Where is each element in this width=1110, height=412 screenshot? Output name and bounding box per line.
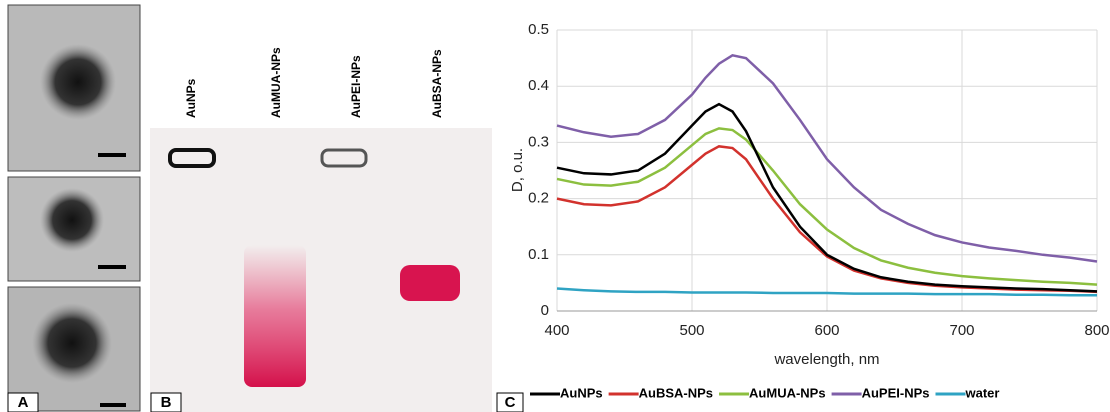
panel-label-box	[150, 392, 182, 412]
x-tick-label: 400	[544, 322, 569, 339]
lane-label: AuBSA-NPs	[430, 49, 444, 118]
y-tick-label: 0.3	[528, 133, 549, 150]
legend-label: water	[965, 385, 1000, 400]
lane-label: AuMUA-NPs	[269, 47, 283, 118]
data-line	[556, 102, 1098, 293]
x-tick-label: 600	[814, 322, 839, 339]
data-line	[556, 53, 1098, 263]
y-tick-label: 0.5	[528, 21, 549, 38]
panel-a: A	[7, 4, 141, 412]
band	[400, 265, 460, 301]
panel-label-box	[7, 392, 39, 412]
y-tick-label: 0	[541, 302, 549, 319]
lane-label: AuPEI-NPs	[349, 55, 363, 118]
panel-c: C wavelength, nm D, o.u. 0 0.1 0.2 0.3 0.4 0.…	[496, 21, 1110, 412]
x-tick-label: 800	[1084, 322, 1109, 339]
panel-label: B	[161, 394, 172, 411]
particle	[40, 188, 104, 252]
well	[320, 148, 368, 168]
legend-label: AuBSA-NPs	[639, 385, 713, 400]
data-line	[556, 127, 1098, 286]
particle	[40, 44, 116, 120]
band	[244, 245, 306, 387]
panel-label: A	[18, 394, 29, 411]
legend-label: AuNPs	[560, 385, 603, 400]
panel-b: AuNPs AuMUA-NPs AuPEI-NPs AuBSA-NPs B	[150, 47, 492, 412]
y-tick-label: 0.2	[528, 190, 549, 207]
x-tick-label: 500	[679, 322, 704, 339]
x-axis-title: wavelength, nm	[773, 351, 879, 368]
y-tick-label: 0.4	[528, 77, 549, 94]
well	[168, 148, 216, 168]
legend-label: AuPEI-NPs	[862, 385, 930, 400]
x-tick-label: 700	[949, 322, 974, 339]
panel-label-box	[496, 392, 524, 412]
y-tick-label: 0.1	[528, 246, 549, 263]
y-axis-title: D, o.u.	[509, 148, 526, 192]
data-line	[556, 287, 1097, 297]
particle	[32, 303, 112, 383]
lane-label: AuNPs	[184, 78, 198, 118]
panel-label: C	[505, 394, 516, 411]
legend-label: AuMUA-NPs	[749, 385, 826, 400]
